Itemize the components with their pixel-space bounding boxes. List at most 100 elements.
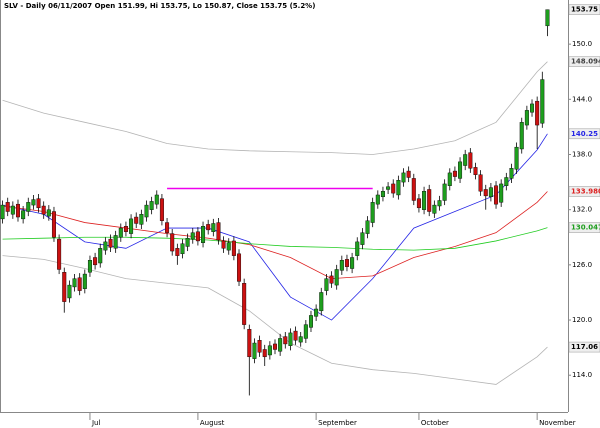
candle-body — [473, 167, 478, 175]
candle-body — [273, 343, 278, 350]
candle-body — [93, 257, 98, 266]
candle-body — [41, 205, 46, 215]
candle-body — [175, 248, 180, 256]
candle-body — [396, 180, 401, 196]
candle-body — [401, 172, 406, 183]
candle-body — [226, 242, 231, 251]
y-tick-label: 120.0 — [572, 316, 592, 324]
candle-body — [15, 203, 20, 218]
candle-body — [293, 330, 298, 341]
candle-body — [514, 146, 519, 170]
candle-body — [267, 345, 272, 356]
end-label-box — [568, 341, 600, 353]
x-tick-label: October — [421, 419, 449, 427]
candle-body — [257, 340, 262, 353]
candle-body — [416, 198, 421, 209]
candle-body — [87, 260, 92, 273]
candle-body — [324, 278, 329, 291]
candle-body — [46, 209, 51, 217]
candle-body — [540, 79, 545, 124]
candle-body — [170, 233, 175, 252]
x-tick-label: November — [539, 419, 576, 427]
candle-body — [442, 183, 447, 201]
candle-body — [72, 278, 77, 288]
candle-body — [10, 205, 15, 215]
y-tick-label: 150.0 — [572, 40, 592, 48]
candle-body — [159, 198, 164, 221]
candle-body — [190, 232, 195, 240]
candle-body — [303, 324, 308, 339]
candle-body — [499, 183, 504, 203]
candle-body — [334, 269, 339, 286]
candle-body — [344, 259, 349, 267]
candle-body — [422, 191, 427, 210]
candle-body — [57, 238, 62, 270]
candle-body — [144, 204, 149, 218]
candle-body — [21, 210, 26, 220]
x-tick-label: September — [318, 419, 357, 427]
end-label: 140.25 — [571, 130, 598, 138]
candle-body — [118, 227, 123, 238]
candle-body — [509, 168, 514, 179]
y-tick-label: 126.0 — [572, 261, 592, 269]
candle-body — [483, 189, 488, 197]
candle-body — [411, 178, 416, 201]
candle-body — [386, 186, 391, 190]
candle-body — [252, 342, 257, 359]
candle-body — [283, 336, 288, 345]
candle-body — [432, 204, 437, 214]
candle-body — [62, 272, 67, 302]
candle-body — [247, 329, 252, 358]
candle-body — [375, 194, 380, 205]
candle-body — [195, 231, 200, 242]
candle-body — [123, 226, 128, 232]
candle-body — [452, 170, 457, 177]
candle-body — [231, 240, 236, 256]
candle-body — [134, 216, 139, 224]
candle-body — [298, 336, 303, 343]
candle-body — [154, 194, 159, 205]
candle-body — [77, 277, 82, 291]
candle-body — [545, 9, 550, 27]
candle-body — [360, 232, 365, 245]
candle-body — [355, 241, 360, 256]
end-label: 133.980 — [571, 187, 600, 195]
indicator-line — [2, 227, 548, 251]
candle-body — [288, 332, 293, 346]
end-label: 117.06 — [571, 343, 598, 351]
indicator-line — [2, 191, 548, 280]
candle-body — [308, 315, 313, 328]
candle-body — [67, 284, 72, 299]
candle-body — [129, 218, 134, 234]
indicator-line — [2, 61, 548, 155]
x-tick-label: August — [200, 419, 225, 427]
candle-body — [82, 273, 87, 289]
candle-body — [468, 152, 473, 169]
end-label-box — [568, 4, 600, 15]
candle-body — [391, 183, 396, 194]
candle-body — [524, 110, 529, 126]
candle-body — [216, 222, 221, 241]
candle-body — [211, 223, 216, 232]
candle-body — [437, 200, 442, 207]
candle-body — [427, 189, 432, 212]
candle-body — [530, 103, 535, 113]
candle-body — [488, 187, 493, 198]
candle-body — [319, 292, 324, 312]
candle-body — [108, 238, 113, 248]
candle-body — [185, 237, 190, 247]
candle-body — [221, 240, 226, 249]
candle-body — [36, 198, 41, 209]
candle-body — [314, 308, 319, 317]
candle-body — [519, 122, 524, 150]
end-label-box — [568, 128, 600, 140]
candle-body — [98, 248, 103, 264]
end-label-box — [568, 222, 600, 233]
end-label-box — [568, 186, 600, 197]
candle-body — [350, 257, 355, 269]
candle-body — [237, 253, 242, 282]
y-tick-label: 138.0 — [572, 151, 592, 159]
candle-body — [380, 191, 385, 198]
candle-body — [447, 172, 452, 186]
